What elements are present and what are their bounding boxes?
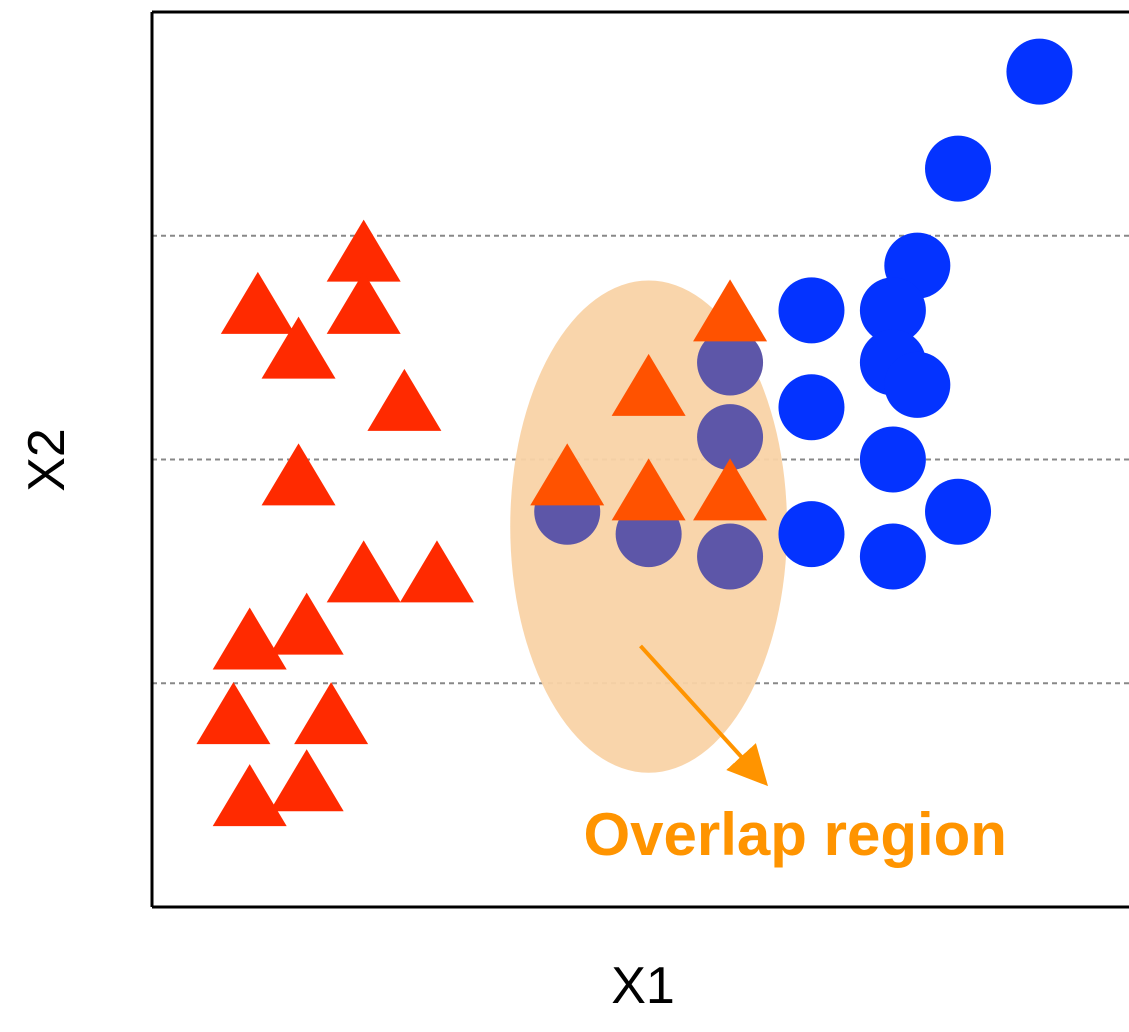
circle-point <box>778 501 845 568</box>
axes-frame <box>150 10 1129 909</box>
triangle-point <box>261 443 336 506</box>
circle-point <box>697 404 764 471</box>
triangle-point <box>611 458 686 521</box>
y-axis-label: X2 <box>18 428 76 492</box>
circle-point <box>925 135 992 202</box>
triangle-point <box>269 592 344 655</box>
circle-point <box>697 523 764 590</box>
triangle-point <box>294 682 369 745</box>
data-points <box>196 38 1073 827</box>
triangle-point <box>196 682 271 745</box>
triangle-point <box>261 316 336 379</box>
circle-point <box>859 277 926 344</box>
triangle-point <box>326 219 401 282</box>
circle-point <box>859 426 926 493</box>
triangle-point <box>212 764 287 827</box>
triangle-point <box>220 271 295 334</box>
triangle-point <box>367 368 442 431</box>
overlap-arrow <box>639 644 769 787</box>
triangle-point <box>212 607 287 670</box>
circle-point <box>778 374 845 441</box>
circle-point <box>778 277 845 344</box>
annotation-layer: Overlap region <box>584 644 1007 868</box>
x-axis-label: X1 <box>611 957 675 1015</box>
circle-point <box>884 351 951 418</box>
circle-point <box>697 329 764 396</box>
triangle-point <box>611 353 686 416</box>
triangle-point <box>530 443 605 506</box>
triangle-point <box>326 540 401 603</box>
triangle-point <box>326 271 401 334</box>
triangle-point <box>399 540 474 603</box>
circle-point <box>859 523 926 590</box>
triangle-point <box>693 279 768 342</box>
circle-point <box>925 478 992 545</box>
circle-point <box>1006 38 1073 105</box>
triangle-point <box>693 458 768 521</box>
overlap-region-label: Overlap region <box>584 801 1007 868</box>
triangle-point <box>269 749 344 812</box>
